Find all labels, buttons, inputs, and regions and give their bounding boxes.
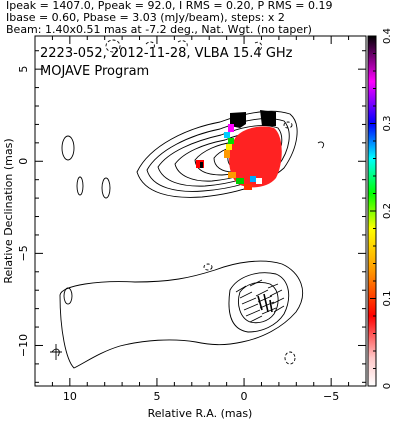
colorbar-tick-label: 0.1	[382, 291, 393, 307]
x-axis-label: Relative R.A. (mas)	[148, 407, 253, 420]
colorbar-tick-label: 0.4	[382, 28, 393, 44]
x-tick-label: −5	[323, 390, 339, 403]
colorbar-tick-label: 0.3	[382, 116, 393, 132]
header-stats-line: Ipeak = 1407.0, Ppeak = 92.0, I RMS = 0.…	[6, 0, 333, 12]
colorbar-tick-label: 0	[382, 383, 393, 389]
source-annotation: 2223-052, 2012-11-28, VLBA 15.4 GHz	[40, 46, 293, 61]
polarization-ticks	[235, 279, 285, 323]
header-beam-line: Beam: 1.40x0.51 mas at -7.2 deg., Nat. W…	[6, 23, 312, 36]
header-base-line: Ibase = 0.60, Pbase = 3.03 (mJy/beam), s…	[6, 11, 285, 24]
y-axis-label: Relative Declination (mas)	[2, 138, 15, 283]
colorbar-tick-labels: 0 0.1 0.2 0.3 0.4	[382, 28, 393, 389]
y-tick-label: 5	[17, 66, 30, 73]
map-content	[50, 39, 325, 369]
plot-frame	[34, 35, 367, 387]
x-tick-label: 5	[153, 390, 160, 403]
polarization-color-overlay	[196, 110, 282, 190]
x-tick-label: 0	[241, 390, 248, 403]
axis-ticks	[34, 36, 367, 386]
polarized-intensity-contours	[50, 260, 304, 369]
negative-contours	[105, 39, 296, 365]
x-tick-label: 10	[63, 390, 77, 403]
y-tick-label: −10	[17, 334, 30, 357]
colorbar-ticks	[370, 35, 376, 387]
y-tick-label: 0	[17, 158, 30, 165]
y-tick-label: −5	[17, 245, 30, 261]
colorbar-tick-label: 0.2	[382, 203, 393, 219]
program-annotation: MOJAVE Program	[40, 64, 149, 79]
axis-tick-labels: 10 5 0 −5 5 0 −5 −10	[17, 66, 339, 403]
